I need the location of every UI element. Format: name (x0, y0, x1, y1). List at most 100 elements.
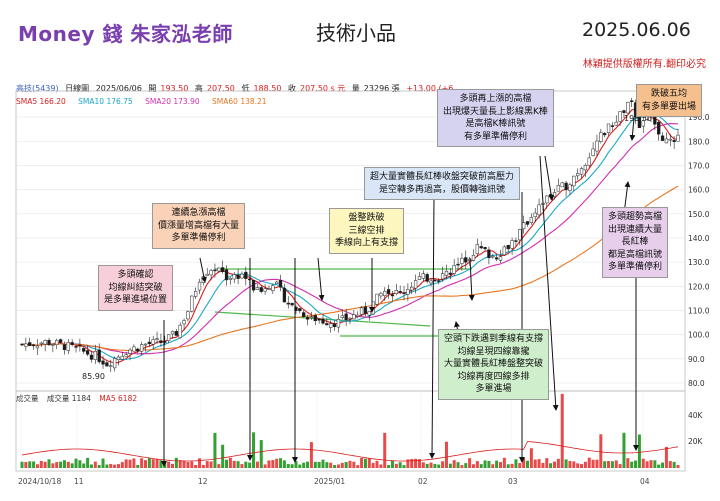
volume-bar (441, 461, 445, 468)
candle-body (626, 102, 630, 114)
volume-bar (55, 462, 59, 468)
volume-bar (541, 462, 545, 468)
volume-bar (317, 461, 321, 468)
candle-body (193, 291, 198, 297)
y-tick-label: 90.0 (688, 355, 705, 364)
copyright-notice: 林穎提供版權所有.翻印必究 (582, 59, 706, 70)
candle-body (564, 182, 568, 191)
volume-bar (20, 461, 24, 468)
candle-body (456, 263, 460, 266)
volume-bar (641, 458, 645, 468)
volume-bar (522, 458, 526, 468)
candle-body (263, 288, 267, 292)
volume-bar (78, 460, 82, 468)
candle-body (464, 257, 468, 263)
candle-body (275, 281, 279, 284)
high-value: 207.50 (206, 84, 235, 93)
low-label: 低 (241, 84, 250, 93)
volume-bar (213, 432, 217, 468)
candle-body (255, 287, 260, 290)
candle-body (440, 273, 445, 280)
candle-body (232, 274, 236, 280)
candle-body (352, 314, 356, 320)
period-label: 日線圖 (65, 84, 90, 93)
candle-body (437, 280, 441, 282)
volume-bar (622, 432, 626, 468)
volume-bar (167, 461, 171, 468)
ma-legend-sma5: SMA5 166.20 (16, 97, 66, 106)
volume-bar (580, 464, 584, 468)
volume-bar (634, 460, 638, 468)
change-value: +13.00 (+6. (406, 84, 456, 93)
candle-body (302, 312, 306, 317)
note-rapid-rise: 連續急漲高檔 價漲量增高檔有大量 多單準備停利 (152, 203, 246, 249)
candle-body (244, 271, 248, 279)
volume-bar (375, 460, 379, 468)
volume-bar (506, 464, 510, 468)
volume-bar (89, 464, 93, 468)
volume-bar (329, 462, 333, 468)
volume-bar (572, 461, 576, 468)
volume-bar (483, 460, 487, 468)
x-tick-label: 2025/01 (314, 477, 345, 486)
candle-body (606, 123, 611, 133)
volume-bar (383, 432, 387, 468)
volume-bars (20, 393, 680, 468)
volume-bar (51, 463, 55, 468)
candle-body (386, 289, 391, 294)
volume-bar (360, 457, 364, 468)
volume-bar (560, 393, 564, 468)
volume-bar (198, 458, 202, 468)
candle-body (545, 195, 549, 204)
candle-body (70, 342, 74, 345)
volume-bar (649, 460, 653, 468)
candle-body (630, 100, 634, 102)
volume-bar (39, 460, 43, 468)
candle-body (375, 293, 379, 305)
volume-bar (657, 464, 661, 468)
volume-bar (101, 458, 105, 468)
volume-bar (306, 461, 310, 468)
candle-body (417, 276, 422, 280)
candle-body (101, 360, 105, 365)
candle-body (186, 311, 190, 320)
volume-bar (221, 444, 225, 468)
volume-bar (66, 461, 70, 468)
volume-bar (510, 463, 514, 468)
candle-body (20, 343, 24, 346)
volume-bar (387, 465, 391, 468)
candle-body (24, 343, 28, 347)
candle-body (579, 168, 584, 175)
candle-body (278, 280, 283, 288)
volume-bar (124, 459, 128, 468)
volume-bar (348, 460, 352, 468)
volume-bar (194, 464, 198, 468)
volume-bar (406, 459, 410, 468)
candle-body (228, 277, 233, 280)
volume-bar (626, 458, 630, 468)
candle-body (47, 339, 51, 346)
volume-bar (549, 463, 553, 468)
candle-body (348, 317, 352, 320)
volume-bar (460, 465, 464, 468)
candle-body (657, 121, 661, 135)
candle-body (583, 165, 588, 171)
candle-body (112, 358, 117, 369)
ma-legend-sma20: SMA20 173.90 (145, 97, 200, 106)
y-tick-label: 160.0 (688, 186, 710, 195)
open-label: 開 (148, 84, 157, 93)
volume-bar (174, 457, 178, 468)
volume-bar (518, 463, 522, 468)
volume-bar (32, 461, 36, 468)
note-top-signals: 多頭趨勢高檔 出現連續大量 長紅棒 都是高檔訊號 多單準備停利 (602, 207, 669, 278)
candle-body (390, 294, 395, 297)
candle-body (510, 240, 514, 249)
candle-body (159, 340, 163, 343)
candle-body (340, 315, 344, 319)
candle-body (641, 120, 645, 127)
volume-bar (190, 461, 194, 468)
candle-body (487, 249, 491, 259)
candle-body (93, 351, 97, 360)
candle-body (213, 269, 217, 272)
